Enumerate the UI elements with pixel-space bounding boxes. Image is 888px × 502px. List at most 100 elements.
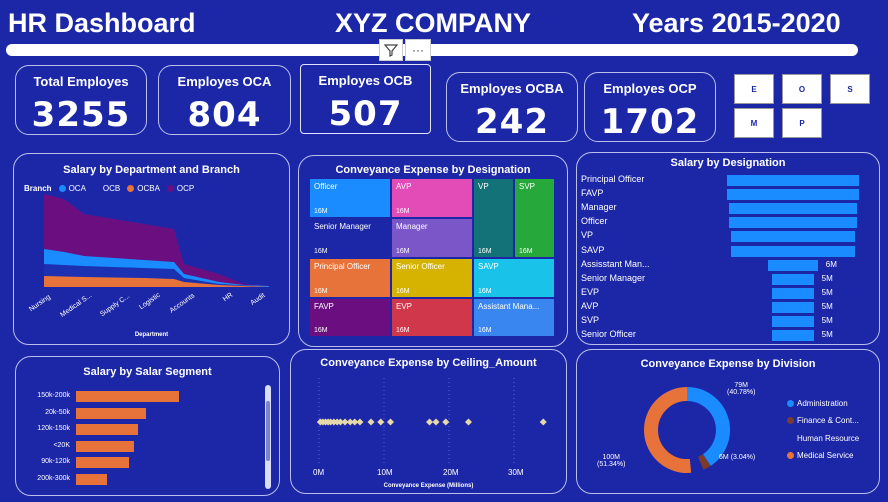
filter-icon[interactable]	[379, 39, 403, 61]
x-axis-labels: Nursing Medical S... Supply C... Logisti…	[28, 292, 278, 322]
legend-label: OCP	[176, 184, 195, 193]
treemap-cell[interactable]: VP 16M	[473, 178, 514, 258]
x-tick-label: Logistic	[138, 291, 162, 312]
treemap-cell[interactable]: FAVP 16M	[309, 298, 391, 337]
legend-dot	[787, 435, 794, 442]
treemap-cell[interactable]: Principal Officer 16M	[309, 258, 391, 298]
scrollbar[interactable]	[265, 385, 271, 489]
bar-label: SVP	[581, 315, 600, 325]
panel-title: Salary by Department and Branch	[63, 164, 240, 176]
bar[interactable]	[76, 424, 138, 435]
bar[interactable]	[731, 231, 855, 243]
cell-value: 16M	[519, 248, 533, 255]
bar[interactable]	[76, 391, 179, 402]
bar-label: Senior Officer	[581, 329, 636, 340]
scrollbar-thumb[interactable]	[266, 401, 270, 461]
year-slider[interactable]	[6, 44, 858, 56]
bar-label: VP	[581, 230, 594, 241]
bar[interactable]	[727, 175, 859, 186]
bar-label: Manager	[581, 202, 617, 213]
ceiling-amount-panel: Conveyance Expense by Ceiling_Amount 0M …	[290, 349, 567, 494]
bar[interactable]	[731, 245, 855, 257]
panel-title: Salary by Salar Segment	[83, 366, 212, 378]
slicer-button-p[interactable]: P	[782, 108, 822, 138]
donut-label-admin: 79M (40.78%)	[727, 382, 755, 396]
legend-item: Administration	[787, 399, 848, 408]
designation-treemap-panel: Conveyance Expense by Designation Office…	[298, 155, 568, 347]
treemap-cell[interactable]: SVP 16M	[514, 178, 555, 258]
cell-label: SAVP	[478, 262, 499, 271]
kpi-label: Employes OCA	[177, 74, 272, 89]
more-options-icon[interactable]: ···	[405, 39, 431, 61]
legend-dot	[92, 185, 100, 192]
x-axis-title: Conveyance Expense (Millions)	[383, 483, 474, 489]
dept-branch-panel: Salary by Department and Branch Branch O…	[13, 153, 290, 345]
cell-value: 16M	[478, 327, 492, 334]
treemap-cell[interactable]: AVP 16M	[391, 178, 473, 218]
bar-label: 150k-200k	[37, 392, 70, 399]
legend-dot	[127, 185, 135, 192]
cell-label: Manager	[396, 222, 428, 231]
legend-dot	[787, 452, 794, 459]
treemap-cell[interactable]: Assistant Mana... 16M	[473, 298, 555, 337]
legend-label: Medical Service	[797, 451, 854, 460]
kpi-value: 507	[328, 94, 403, 134]
bar[interactable]	[76, 440, 134, 452]
cell-label: Principal Officer	[314, 262, 371, 271]
slicer-button-o[interactable]: O	[782, 74, 822, 104]
panel-title: Conveyance Expense by Division	[640, 358, 816, 370]
bar[interactable]	[76, 407, 147, 419]
treemap-cell[interactable]: Manager 16M	[391, 218, 473, 258]
kpi-value: 804	[187, 95, 262, 135]
kpi-employes-ocb: Employes OCB 507	[300, 64, 431, 134]
kpi-value: 3255	[31, 95, 131, 135]
scatter-point	[432, 418, 440, 426]
bar-label: EVP	[581, 286, 600, 297]
x-tick-label: Medical S...	[59, 292, 94, 319]
treemap-cell[interactable]: SAVP 16M	[473, 258, 555, 298]
bar[interactable]	[772, 287, 814, 299]
kpi-label: Employes OCB	[318, 73, 413, 88]
chart-legend: Branch OCA OCB OCBA OCP	[24, 184, 194, 193]
bar-label: <20K	[53, 441, 70, 449]
bar[interactable]	[76, 457, 129, 468]
bar[interactable]	[729, 203, 857, 215]
cell-value: 16M	[478, 248, 492, 255]
donut-slice	[686, 387, 730, 466]
cell-value: 16M	[396, 288, 410, 295]
cell-value: 16M	[396, 248, 410, 255]
cell-value: 16M	[314, 208, 328, 215]
scatter-point	[442, 418, 450, 426]
treemap-cell[interactable]: Senior Officer 16M	[391, 258, 473, 298]
legend-title: Branch	[24, 184, 52, 193]
bar[interactable]	[76, 473, 107, 485]
years-title: Years 2015-2020	[632, 8, 841, 38]
cell-label: SVP	[519, 182, 536, 191]
donut-slice	[689, 456, 704, 473]
slicer-button-s[interactable]: S	[830, 74, 870, 104]
kpi-label: Employes OCP	[603, 81, 697, 96]
x-axis-ticks: 0M 10M 20M 30M	[313, 468, 543, 480]
bar[interactable]	[727, 189, 859, 201]
bar[interactable]	[768, 259, 818, 271]
slicer-button-e[interactable]: E	[734, 74, 774, 104]
bar[interactable]	[772, 301, 814, 313]
bar[interactable]	[729, 217, 857, 229]
bar-label: 200k-300k	[37, 474, 70, 482]
legend-item: Human Resource	[787, 434, 859, 443]
cell-value: 16M	[396, 208, 410, 215]
x-tick-label: 0M	[313, 468, 325, 477]
scatter-point	[336, 418, 344, 426]
bar[interactable]	[772, 273, 814, 285]
cell-label: Officer	[314, 182, 338, 191]
slicer-button-m[interactable]: M	[734, 108, 774, 138]
treemap-cell[interactable]: Senior Manager 16M	[309, 218, 391, 258]
treemap-cell[interactable]: EVP 16M	[391, 298, 473, 337]
panel-title: Conveyance Expense by Ceiling_Amount	[320, 357, 537, 369]
legend-dot	[58, 185, 66, 192]
label-value: 6M	[719, 454, 729, 461]
bar[interactable]	[772, 330, 814, 342]
bar-value: 5M	[821, 273, 833, 283]
treemap-cell[interactable]: Officer 16M	[309, 178, 391, 218]
bar[interactable]	[772, 316, 814, 327]
